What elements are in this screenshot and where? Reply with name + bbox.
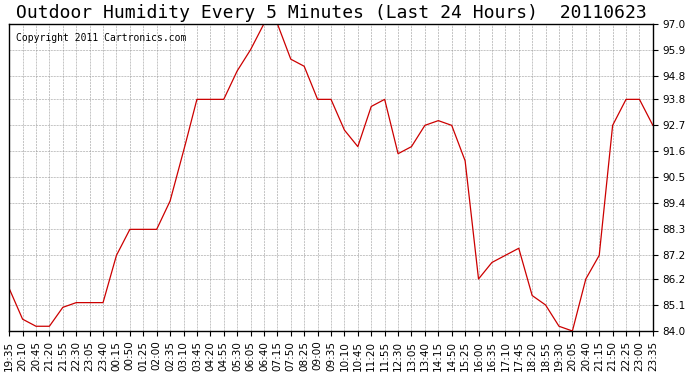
Title: Outdoor Humidity Every 5 Minutes (Last 24 Hours)  20110623: Outdoor Humidity Every 5 Minutes (Last 2… (16, 4, 647, 22)
Text: Copyright 2011 Cartronics.com: Copyright 2011 Cartronics.com (16, 33, 186, 43)
